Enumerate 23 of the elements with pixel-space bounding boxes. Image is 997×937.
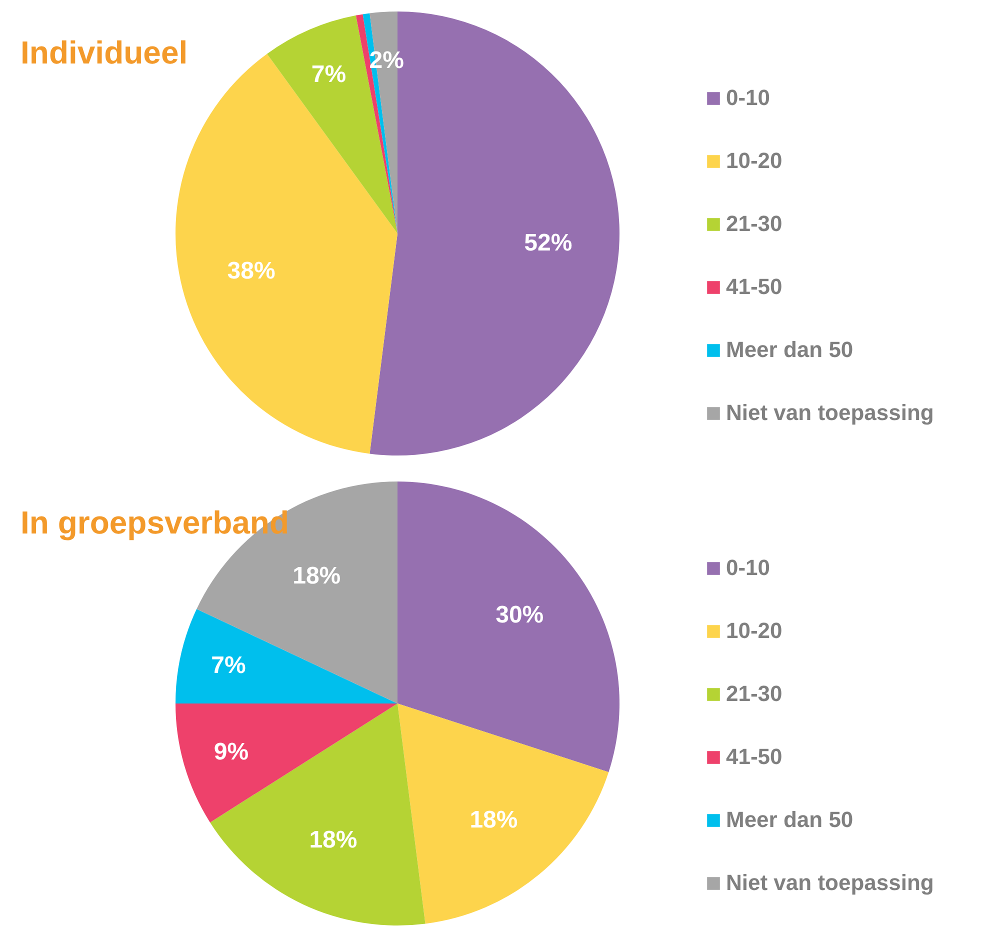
legend-label: Meer dan 50	[726, 337, 854, 363]
data-label: 52%	[524, 229, 572, 256]
legend-label: 21-30	[726, 681, 782, 707]
legend-label: 10-20	[726, 618, 782, 644]
legend-label: 21-30	[726, 211, 782, 237]
data-label: 18%	[292, 562, 341, 590]
legend-label: 10-20	[726, 148, 782, 174]
text: In groepsverband	[20, 504, 289, 540]
data-label: 9%	[214, 738, 249, 766]
legend-label: 0-10	[726, 85, 770, 111]
legend-label: Niet van toepassing	[726, 870, 934, 896]
data-label: 18%	[470, 806, 518, 834]
data-label: 38%	[227, 258, 276, 285]
text: Individueel	[20, 34, 188, 70]
data-label: 30%	[496, 601, 544, 628]
legend-label: Niet van toepassing	[726, 400, 934, 426]
data-label: 18%	[309, 826, 358, 854]
data-label: 7%	[211, 652, 246, 680]
legend-label: 41-50	[726, 744, 782, 770]
data-label: 7%	[311, 61, 346, 88]
legend-label: 41-50	[726, 274, 782, 300]
legend-label: Meer dan 50	[726, 807, 854, 833]
slice-label: 0-10	[726, 555, 770, 581]
